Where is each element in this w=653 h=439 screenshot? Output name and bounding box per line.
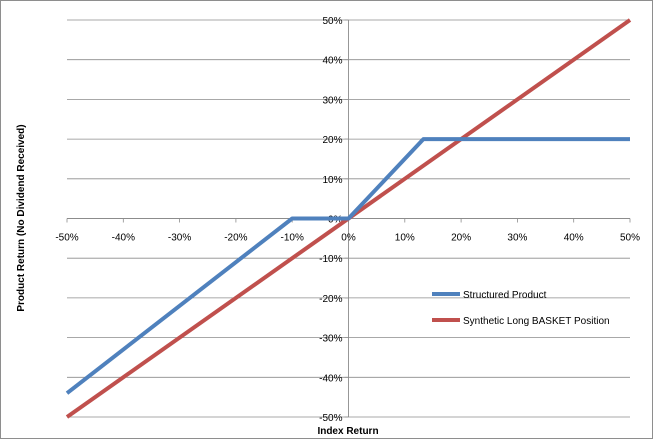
x-tick-label: -50%	[55, 233, 78, 244]
y-tick-label: 20%	[322, 135, 342, 146]
x-tick-label: -20%	[224, 233, 247, 244]
x-tick-label: 40%	[564, 233, 584, 244]
x-tick-label: 10%	[395, 233, 415, 244]
x-tick-label: -30%	[168, 233, 191, 244]
x-tick-label: 0%	[341, 233, 356, 244]
x-axis-title: Index Return	[317, 426, 378, 437]
y-tick-label: 40%	[322, 56, 342, 67]
x-tick-label: 20%	[451, 233, 471, 244]
x-tick-label: -40%	[112, 233, 135, 244]
y-tick-label: -10%	[319, 254, 342, 265]
legend-label-0: Structured Product	[463, 290, 547, 301]
x-tick-label: 50%	[620, 233, 640, 244]
y-tick-label: -20%	[319, 294, 342, 305]
legend: Structured Product Synthetic Long BASKET …	[432, 290, 610, 327]
y-tick-label: 50%	[322, 16, 342, 27]
y-axis-title: Product Return (No Dividend Received)	[16, 124, 27, 311]
legend-label-1: Synthetic Long BASKET Position	[463, 316, 610, 327]
series-line-0	[65, 137, 630, 395]
y-tick-label: 10%	[322, 175, 342, 186]
y-tick-label: 30%	[322, 95, 342, 106]
y-tick-label: -30%	[319, 334, 342, 345]
y-tick-label: -50%	[319, 413, 342, 424]
series-lines	[65, 18, 632, 419]
x-tick-label: 30%	[507, 233, 527, 244]
x-tick-label: -10%	[281, 233, 304, 244]
y-tick-label: -40%	[319, 373, 342, 384]
x-axis-ticks: -50% -40% -30% -20% -10% 0% 10% 20% 30% 40% 50%	[55, 233, 640, 244]
